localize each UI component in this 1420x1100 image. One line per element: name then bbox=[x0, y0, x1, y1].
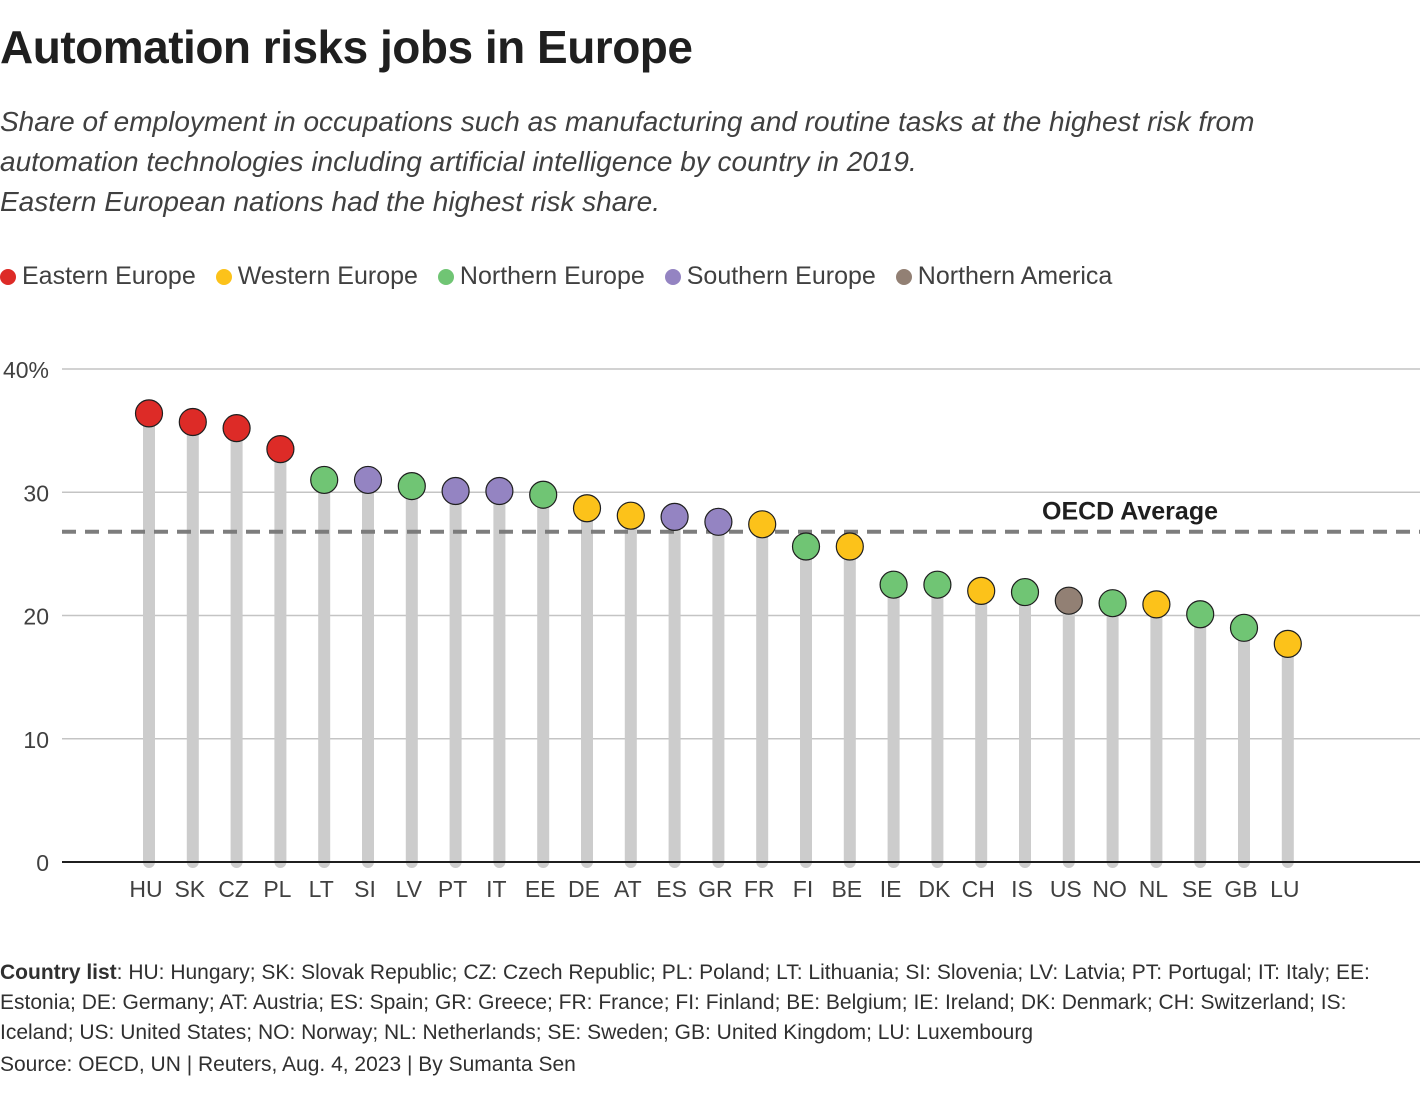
x-tick-label: GB bbox=[1224, 876, 1257, 902]
lollipop-dot bbox=[222, 414, 251, 443]
country-list-label: Country list bbox=[0, 961, 117, 984]
x-tick-label: CH bbox=[962, 876, 995, 902]
subtitle-line: Share of employment in occupations such … bbox=[0, 106, 1255, 137]
lollipop-dot bbox=[266, 435, 295, 464]
lollipop-dot bbox=[353, 465, 383, 495]
x-tick-label: LV bbox=[396, 876, 423, 902]
lollipop-dot bbox=[485, 476, 514, 506]
lollipop-dot bbox=[397, 471, 426, 501]
lollipop-dot bbox=[704, 507, 733, 536]
x-tick-label: NL bbox=[1139, 876, 1169, 902]
country-list-note: Country list: HU: Hungary; SK: Slovak Re… bbox=[0, 958, 1415, 1048]
legend-item-western-europe: Western Europe bbox=[215, 262, 418, 291]
y-tick-label: 20 bbox=[23, 604, 49, 630]
legend-label: Southern Europe bbox=[686, 262, 876, 290]
lollipop-dot bbox=[1273, 629, 1302, 658]
country-list-text: : HU: Hungary; SK: Slovak Republic; CZ: … bbox=[0, 961, 1370, 1044]
legend-item-northern-europe: Northern Europe bbox=[437, 262, 645, 291]
lollipop-dot bbox=[1142, 590, 1171, 619]
x-tick-label: ES bbox=[656, 876, 687, 902]
subtitle-line: Eastern European nations had the highest… bbox=[0, 186, 660, 217]
x-tick-label: DK bbox=[918, 876, 951, 902]
lollipop-dot bbox=[879, 570, 908, 599]
x-tick-label: BE bbox=[831, 876, 862, 902]
lollipop-dot bbox=[791, 532, 821, 561]
x-tick-label: IT bbox=[486, 876, 506, 902]
lollipop-dot bbox=[748, 510, 777, 539]
lollipop-dot bbox=[572, 494, 602, 523]
lollipop-dot bbox=[835, 532, 864, 561]
x-tick-label: CZ bbox=[218, 876, 249, 902]
y-axis-ticks: 0 10 20 30 40% bbox=[3, 357, 49, 876]
oecd-average-line-group: OECD Average bbox=[62, 498, 1420, 534]
x-tick-label: IS bbox=[1011, 876, 1033, 902]
lollipop-dot bbox=[967, 576, 996, 605]
lollipop-dot bbox=[616, 501, 645, 530]
legend-label: Eastern Europe bbox=[22, 262, 196, 290]
lollipop-dot bbox=[1229, 613, 1259, 642]
chart-title: Automation risks jobs in Europe bbox=[0, 21, 693, 73]
legend-swatch bbox=[215, 268, 232, 285]
gridlines bbox=[62, 368, 1420, 740]
legend-swatch bbox=[664, 268, 681, 285]
x-tick-label: SK bbox=[174, 876, 205, 902]
legend-label: Northern America bbox=[917, 262, 1113, 290]
lollipop-stems bbox=[143, 407, 1294, 868]
x-tick-label: PT bbox=[438, 876, 467, 902]
lollipop-dot bbox=[1186, 600, 1215, 629]
x-axis-ticks: HU SK CZ PL LT SI LV PT IT EE DE AT ES GR FR FI BE IE DK CH… bbox=[129, 876, 1299, 902]
x-tick-label: SE bbox=[1182, 876, 1213, 902]
x-tick-label: FR bbox=[744, 876, 775, 902]
subtitle-line: automation technologies including artifi… bbox=[0, 146, 917, 177]
x-tick-label: FI bbox=[793, 876, 813, 902]
lollipop-dot bbox=[923, 570, 952, 599]
source-credit: Source: OECD, UN | Reuters, Aug. 4, 2023… bbox=[0, 1053, 576, 1076]
lollipop-dot bbox=[310, 465, 339, 495]
lollipop-dot bbox=[178, 407, 207, 437]
lollipop-dot bbox=[660, 502, 689, 531]
x-tick-label: PL bbox=[263, 876, 291, 902]
x-tick-label: SI bbox=[354, 876, 376, 902]
y-tick-label: 30 bbox=[23, 480, 49, 506]
lollipop-dot bbox=[134, 399, 164, 428]
chart-legend: Eastern Europe Western Europe Northern E… bbox=[0, 262, 1132, 291]
legend-item-northern-america: Northern America bbox=[895, 262, 1113, 291]
x-tick-label: GR bbox=[698, 876, 733, 902]
oecd-average-label: OECD Average bbox=[1042, 498, 1218, 526]
chart-subtitle: Share of employment in occupations such … bbox=[0, 102, 1320, 222]
y-tick-label: 40% bbox=[3, 357, 49, 383]
lollipop-dot bbox=[529, 480, 558, 509]
legend-swatch bbox=[437, 268, 454, 285]
lollipop-chart: 0 10 20 30 40% OECD Average HU SK CZ PL LT SI LV PT… bbox=[3, 357, 1420, 902]
x-tick-label: US bbox=[1050, 876, 1082, 902]
lollipop-dots bbox=[134, 399, 1302, 658]
x-tick-label: DE bbox=[568, 876, 600, 902]
y-tick-label: 0 bbox=[36, 850, 49, 876]
legend-item-southern-europe: Southern Europe bbox=[664, 262, 876, 291]
lollipop-dot bbox=[1054, 586, 1083, 615]
legend-label: Northern Europe bbox=[459, 262, 645, 290]
x-tick-label: IE bbox=[880, 876, 902, 902]
legend-label: Western Europe bbox=[237, 262, 418, 290]
x-tick-label: NO bbox=[1092, 876, 1127, 902]
legend-swatch bbox=[895, 268, 912, 285]
x-tick-label: LU bbox=[1270, 876, 1299, 902]
lollipop-dot bbox=[1010, 577, 1040, 607]
lollipop-dot bbox=[1098, 589, 1127, 618]
legend-item-eastern-europe: Eastern Europe bbox=[0, 262, 196, 291]
x-tick-label: HU bbox=[129, 876, 162, 902]
lollipop-dot bbox=[441, 476, 470, 506]
x-tick-label: EE bbox=[525, 876, 556, 902]
x-tick-label: LT bbox=[309, 876, 334, 902]
y-tick-label: 10 bbox=[23, 727, 49, 753]
x-tick-label: AT bbox=[614, 876, 642, 902]
legend-swatch bbox=[0, 268, 16, 285]
